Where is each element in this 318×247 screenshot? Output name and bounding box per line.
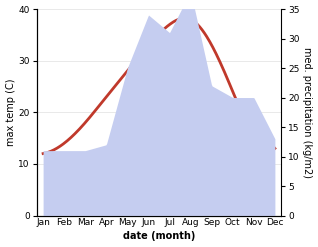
- Y-axis label: max temp (C): max temp (C): [5, 79, 16, 146]
- Y-axis label: med. precipitation (kg/m2): med. precipitation (kg/m2): [302, 47, 313, 178]
- X-axis label: date (month): date (month): [123, 231, 195, 242]
